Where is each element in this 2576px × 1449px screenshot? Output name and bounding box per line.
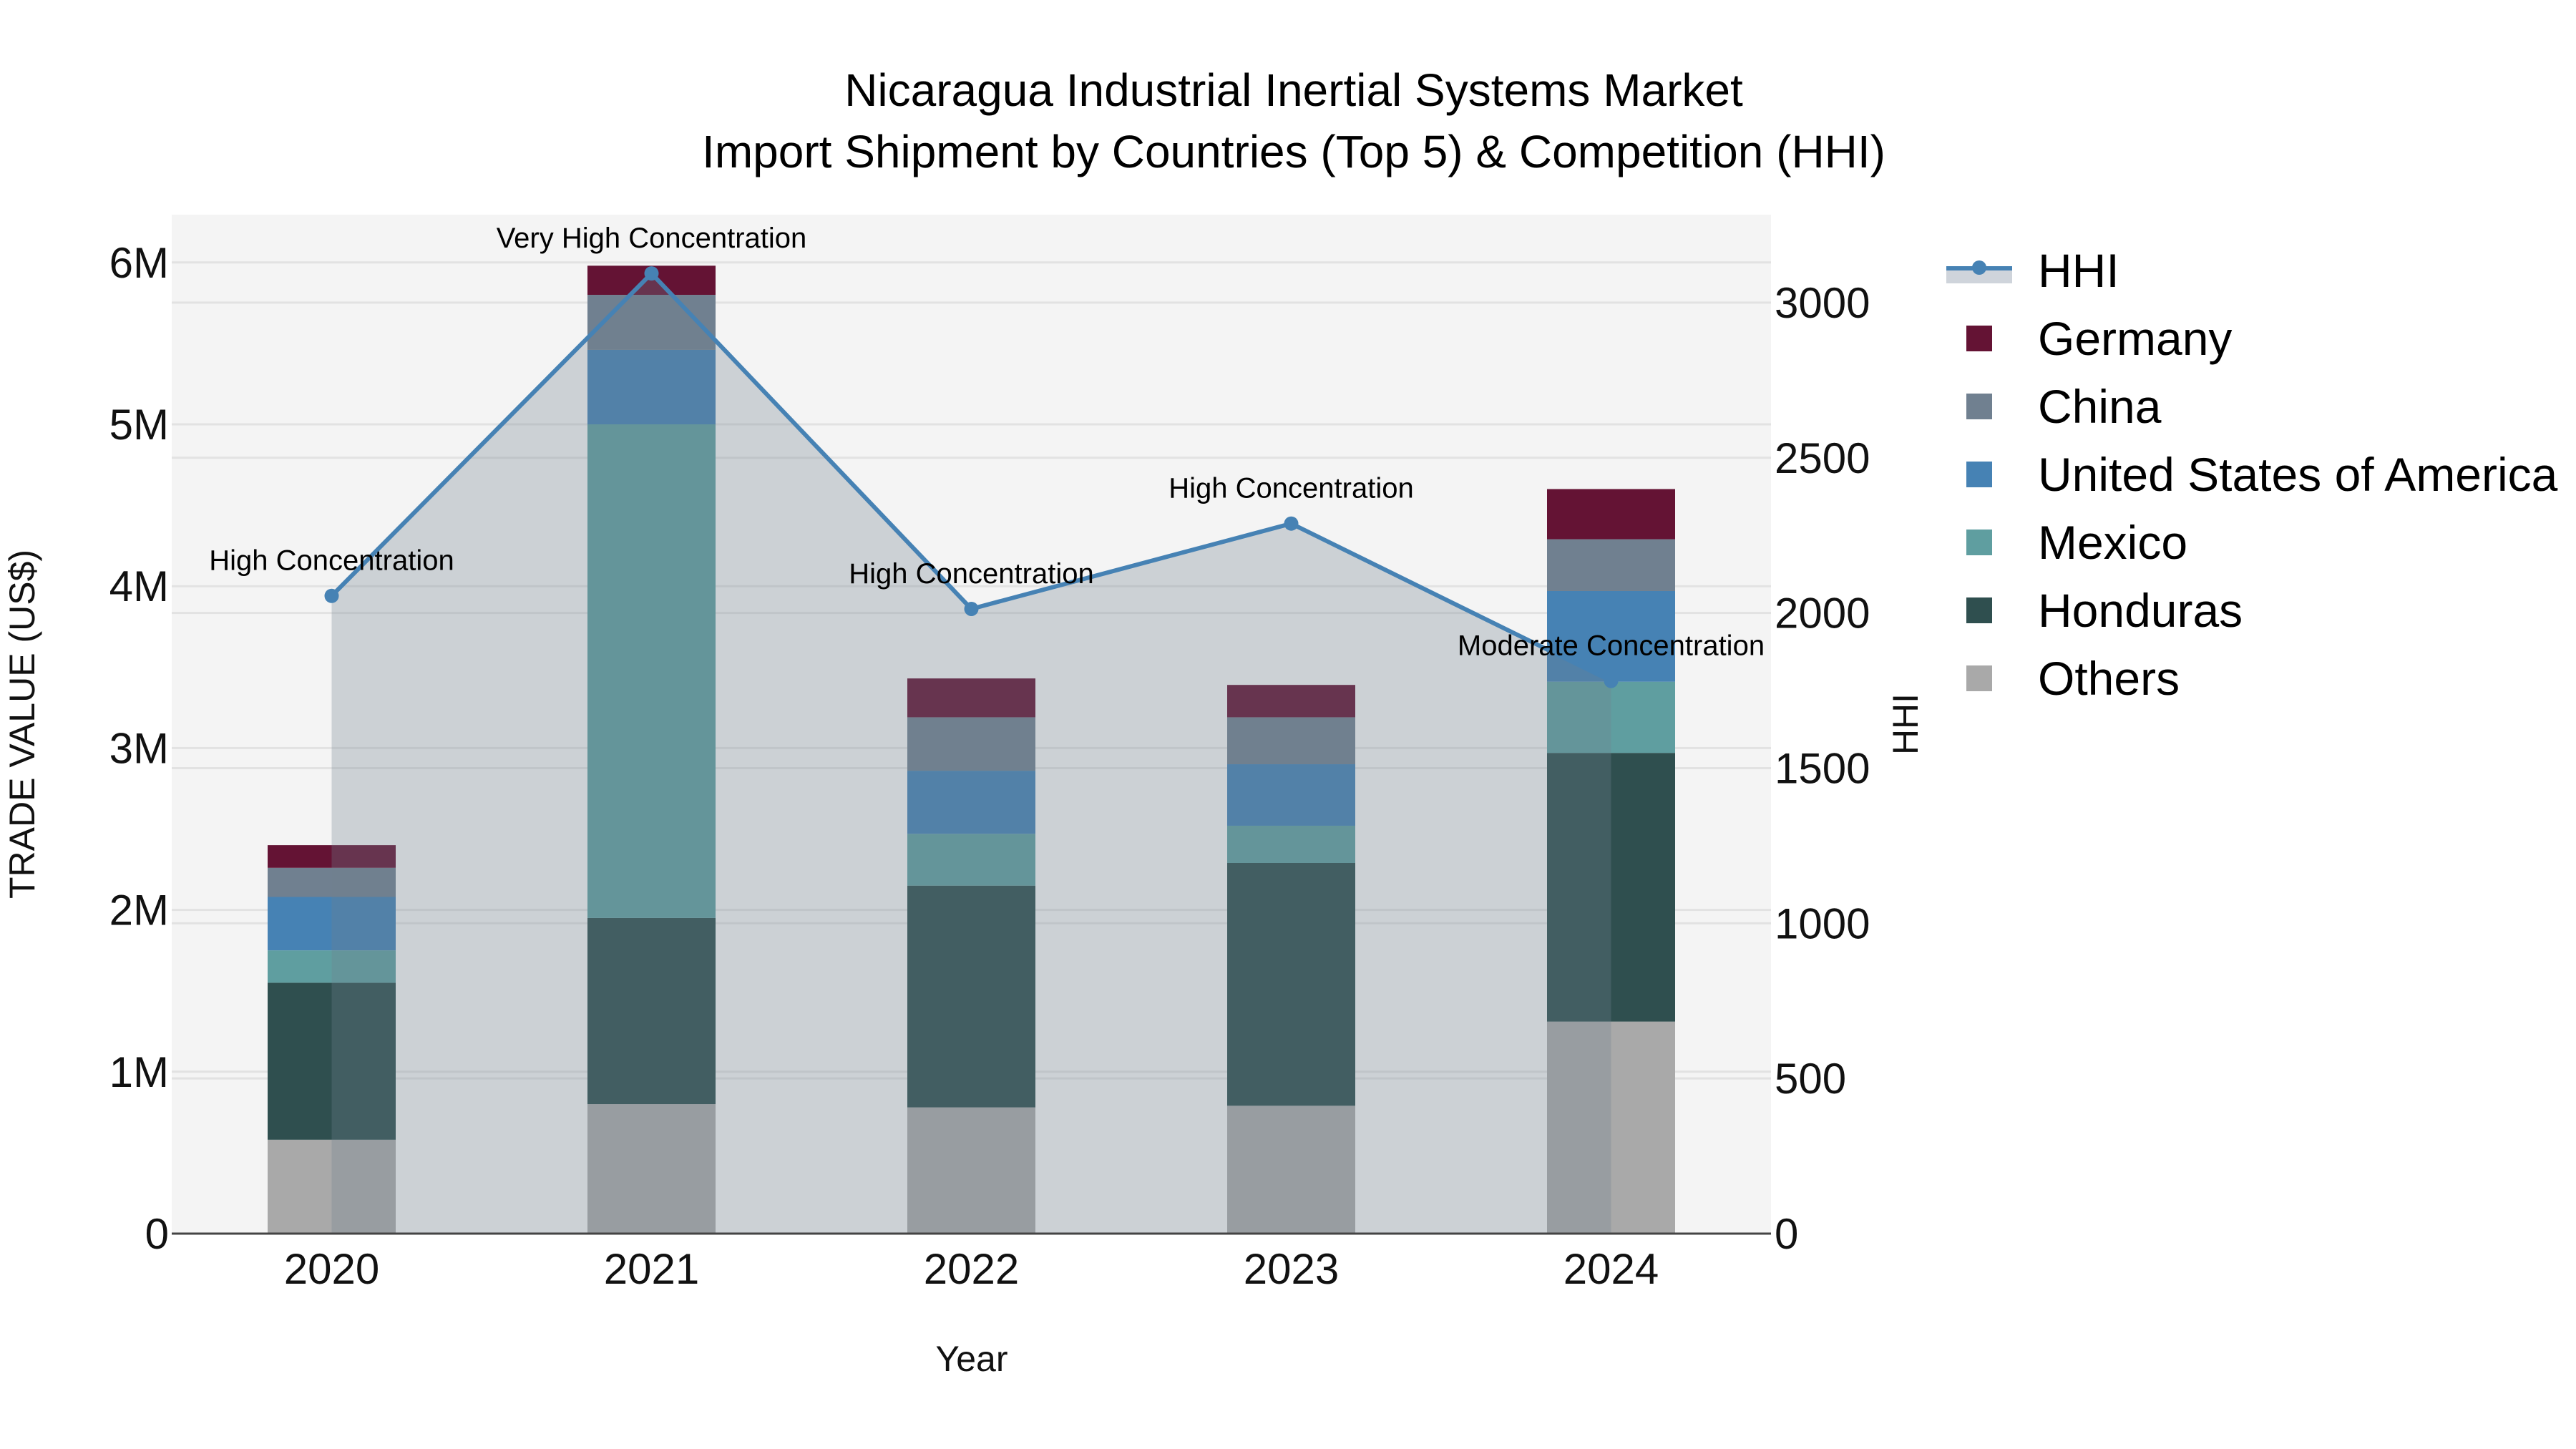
- x-tick: 2021: [604, 1245, 699, 1293]
- hhi-annotation-2021: Very High Concentration: [497, 223, 807, 254]
- x-axis-title: Year: [935, 1339, 1008, 1379]
- legend: HHI Germany China United States of Ameri…: [1946, 236, 2557, 712]
- bar-segment-honduras[interactable]: [907, 885, 1035, 1108]
- y-left-tick: 6M: [109, 239, 169, 287]
- bar-segment-mexico[interactable]: [907, 834, 1035, 886]
- bar-segment-china[interactable]: [1547, 539, 1675, 591]
- bar-segment-mexico[interactable]: [587, 424, 716, 918]
- bar-segment-united-states-of-america[interactable]: [907, 771, 1035, 834]
- y-left-tick: 2M: [109, 887, 169, 935]
- legend-label: Honduras: [2038, 583, 2243, 637]
- legend-label: HHI: [2038, 243, 2119, 297]
- y-axis-left-ticks: 0 1M 2M 3M 4M 5M 6M: [109, 239, 169, 1258]
- x-tick: 2022: [924, 1245, 1019, 1293]
- hhi-series: [324, 266, 1619, 1234]
- legend-label: Mexico: [2038, 515, 2188, 569]
- y-left-tick: 0: [145, 1210, 169, 1258]
- y-axis-right-ticks: 0 500 1000 1500 2000 2500 3000: [1775, 279, 1870, 1258]
- hhi-annotation-2020: High Concentration: [209, 545, 454, 577]
- y-left-tick: 1M: [109, 1048, 169, 1096]
- hhi-point-2020[interactable]: [324, 588, 339, 603]
- bar-stack-2023[interactable]: [1227, 685, 1355, 1234]
- bar-segment-china[interactable]: [268, 867, 396, 897]
- bar-stack-2022[interactable]: [907, 678, 1035, 1234]
- bar-segment-germany[interactable]: [1547, 489, 1675, 540]
- y-axis-right-title: HHI: [1885, 693, 1926, 755]
- hhi-point-2024[interactable]: [1604, 673, 1619, 688]
- legend-item-mexico[interactable]: Mexico: [1946, 508, 2557, 576]
- hhi-annotations: High Concentration Very High Concentratio…: [209, 223, 1765, 661]
- bar-segment-others[interactable]: [907, 1107, 1035, 1234]
- bar-stacks: [268, 265, 1675, 1234]
- y-left-tick: 4M: [109, 562, 169, 610]
- bar-segment-united-states-of-america[interactable]: [268, 897, 396, 951]
- bar-segment-germany[interactable]: [1227, 685, 1355, 718]
- x-tick: 2020: [284, 1245, 379, 1293]
- bar-segment-others[interactable]: [587, 1104, 716, 1234]
- bar-segment-germany[interactable]: [268, 845, 396, 868]
- y-right-tick: 500: [1775, 1055, 1846, 1103]
- legend-label: Germany: [2038, 311, 2233, 365]
- legend-item-others[interactable]: Others: [1946, 644, 2557, 712]
- square-swatch-icon: [1966, 529, 1992, 555]
- bar-segment-united-states-of-america[interactable]: [1227, 764, 1355, 826]
- bar-segment-germany[interactable]: [907, 678, 1035, 718]
- square-swatch-icon: [1966, 325, 1992, 351]
- hhi-point-2023[interactable]: [1284, 516, 1299, 531]
- y-left-tick: 3M: [109, 724, 169, 772]
- square-swatch-icon: [1966, 665, 1992, 691]
- hhi-fill-area: [331, 273, 1611, 1234]
- square-swatch-icon: [1966, 393, 1992, 419]
- bar-segment-united-states-of-america[interactable]: [587, 349, 716, 424]
- y-right-tick: 0: [1775, 1210, 1798, 1258]
- bar-segment-honduras[interactable]: [268, 982, 396, 1140]
- chart-title-line1: Nicaragua Industrial Inertial Systems Ma…: [844, 64, 1743, 116]
- bar-segment-others[interactable]: [268, 1139, 396, 1234]
- line-marker-icon: [1946, 258, 2012, 283]
- legend-item-usa[interactable]: United States of America: [1946, 440, 2557, 508]
- y-right-tick: 2000: [1775, 590, 1870, 638]
- bar-segment-china[interactable]: [1227, 717, 1355, 765]
- legend-item-china[interactable]: China: [1946, 372, 2557, 440]
- y-right-tick: 1000: [1775, 899, 1870, 947]
- bar-segment-honduras[interactable]: [1227, 863, 1355, 1106]
- hhi-annotation-2024: Moderate Concentration: [1458, 630, 1765, 662]
- hhi-point-2021[interactable]: [644, 266, 659, 281]
- bar-stack-2020[interactable]: [268, 845, 396, 1234]
- bar-segment-mexico[interactable]: [1227, 825, 1355, 864]
- x-axis-ticks: 2020 2021 2022 2023 2024: [284, 1245, 1659, 1293]
- bar-segment-united-states-of-america[interactable]: [1547, 590, 1675, 682]
- chart-title-line2: Import Shipment by Countries (Top 5) & C…: [702, 126, 1885, 177]
- square-swatch-icon: [1966, 597, 1992, 623]
- y-right-tick: 1500: [1775, 744, 1870, 792]
- hhi-point-2022[interactable]: [964, 601, 979, 616]
- legend-label: Others: [2038, 651, 2180, 705]
- legend-item-hhi[interactable]: HHI: [1946, 236, 2557, 304]
- legend-label: United States of America: [2038, 447, 2558, 501]
- bar-segment-china[interactable]: [907, 717, 1035, 771]
- bar-segment-mexico[interactable]: [1547, 681, 1675, 753]
- hhi-annotation-2023: High Concentration: [1169, 473, 1413, 504]
- y-right-tick: 3000: [1775, 279, 1870, 327]
- y-axis-left-title: TRADE VALUE (US$): [2, 550, 42, 899]
- x-tick: 2023: [1244, 1245, 1339, 1293]
- legend-item-honduras[interactable]: Honduras: [1946, 576, 2557, 644]
- bar-segment-others[interactable]: [1227, 1106, 1355, 1234]
- bar-stack-2024[interactable]: [1547, 489, 1675, 1234]
- bar-segment-mexico[interactable]: [268, 950, 396, 983]
- y-left-tick: 5M: [109, 401, 169, 449]
- bar-segment-honduras[interactable]: [1547, 753, 1675, 1022]
- x-tick: 2024: [1563, 1245, 1659, 1293]
- bar-stack-2021[interactable]: [587, 265, 716, 1234]
- bar-segment-honduras[interactable]: [587, 917, 716, 1105]
- bar-segment-others[interactable]: [1547, 1021, 1675, 1234]
- legend-item-germany[interactable]: Germany: [1946, 304, 2557, 372]
- bar-segment-china[interactable]: [587, 295, 716, 350]
- square-swatch-icon: [1966, 461, 1992, 487]
- y-right-tick: 2500: [1775, 434, 1870, 482]
- legend-label: China: [2038, 379, 2162, 433]
- hhi-annotation-2022: High Concentration: [849, 558, 1093, 590]
